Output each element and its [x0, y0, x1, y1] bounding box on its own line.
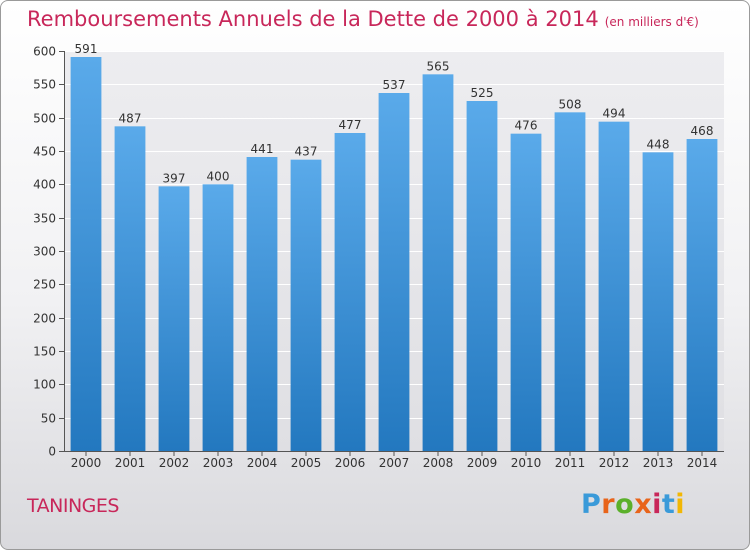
data-label: 591	[75, 42, 98, 56]
x-tick-label: 2003	[203, 456, 234, 470]
x-tick-label: 2009	[467, 456, 498, 470]
bars: 591 487 397 400 441 437 477 537 565 525 476 508 494 4…	[70, 42, 718, 452]
data-label: 476	[515, 119, 538, 133]
x-tick-label: 2010	[511, 456, 542, 470]
y-tick-label: 550	[33, 78, 56, 92]
x-tick-label: 2011	[555, 456, 586, 470]
bar	[422, 74, 454, 451]
y-tick-label: 100	[33, 378, 56, 392]
x-tick-label: 2012	[599, 456, 630, 470]
x-tick-label: 2007	[379, 456, 410, 470]
logo-letter: t	[661, 489, 676, 520]
bar	[510, 133, 542, 451]
x-tick-label: 2006	[335, 456, 366, 470]
y-tick-label: 250	[33, 278, 56, 292]
logo-letter: i	[675, 489, 686, 520]
x-tick-label: 2013	[643, 456, 674, 470]
logo-letter: P	[581, 489, 602, 520]
chart-title-text: Remboursements Annuels de la Dette de 20…	[27, 7, 599, 31]
logo-letter: x	[634, 489, 653, 520]
bar	[70, 57, 102, 451]
bar	[642, 152, 674, 452]
data-label: 400	[207, 169, 230, 183]
place-name: TANINGES	[27, 495, 119, 517]
bar	[686, 139, 718, 451]
data-label: 565	[427, 59, 450, 73]
bar	[334, 133, 366, 451]
bar	[598, 121, 630, 452]
x-tick-label: 2008	[423, 456, 454, 470]
data-label: 397	[163, 171, 186, 185]
chart-subtitle: (en milliers d'€)	[604, 15, 699, 29]
data-label: 437	[295, 145, 318, 159]
logo-letter: i	[652, 489, 662, 520]
chart-title: Remboursements Annuels de la Dette de 20…	[27, 7, 699, 31]
y-tick-label: 350	[33, 212, 56, 226]
data-label: 448	[647, 137, 670, 151]
x-tick-label: 2000	[71, 456, 102, 470]
data-label: 508	[559, 97, 582, 111]
data-label: 477	[339, 118, 362, 132]
bar	[290, 159, 322, 451]
y-tick-label: 400	[33, 178, 56, 192]
y-tick-label: 500	[33, 112, 56, 126]
y-tick-label: 600	[33, 45, 56, 59]
y-tick-label: 150	[33, 345, 56, 359]
x-tick-label: 2001	[115, 456, 146, 470]
x-axis-ticks: 2000 2001 2002 2003 2004 2005 2006 2007 2008 2009…	[71, 451, 718, 470]
bar	[114, 126, 146, 451]
x-tick-label: 2014	[687, 456, 718, 470]
bar	[466, 101, 498, 451]
y-axis-ticks: 0 50 100 150 200 250 300 350 400 450 500 550 600	[33, 45, 64, 459]
y-tick-label: 300	[33, 245, 56, 259]
data-label: 468	[691, 124, 714, 138]
x-tick-label: 2005	[291, 456, 322, 470]
y-tick-label: 450	[33, 145, 56, 159]
data-label: 487	[119, 111, 142, 125]
bar	[246, 157, 278, 451]
logo-letter: r	[601, 489, 616, 520]
data-label: 441	[251, 142, 274, 156]
bar	[202, 184, 234, 452]
data-label: 525	[471, 86, 494, 100]
logo-letter: o	[615, 489, 635, 520]
proxiti-logo[interactable]: Proxiti	[581, 489, 685, 520]
data-label: 494	[603, 107, 626, 121]
x-tick-label: 2002	[159, 456, 190, 470]
data-label: 537	[383, 78, 406, 92]
y-tick-label: 200	[33, 312, 56, 326]
y-tick-label: 0	[48, 445, 56, 459]
y-tick-label: 50	[41, 412, 56, 426]
x-tick-label: 2004	[247, 456, 278, 470]
bar	[554, 112, 586, 451]
bar	[378, 93, 410, 451]
bar	[158, 186, 190, 452]
